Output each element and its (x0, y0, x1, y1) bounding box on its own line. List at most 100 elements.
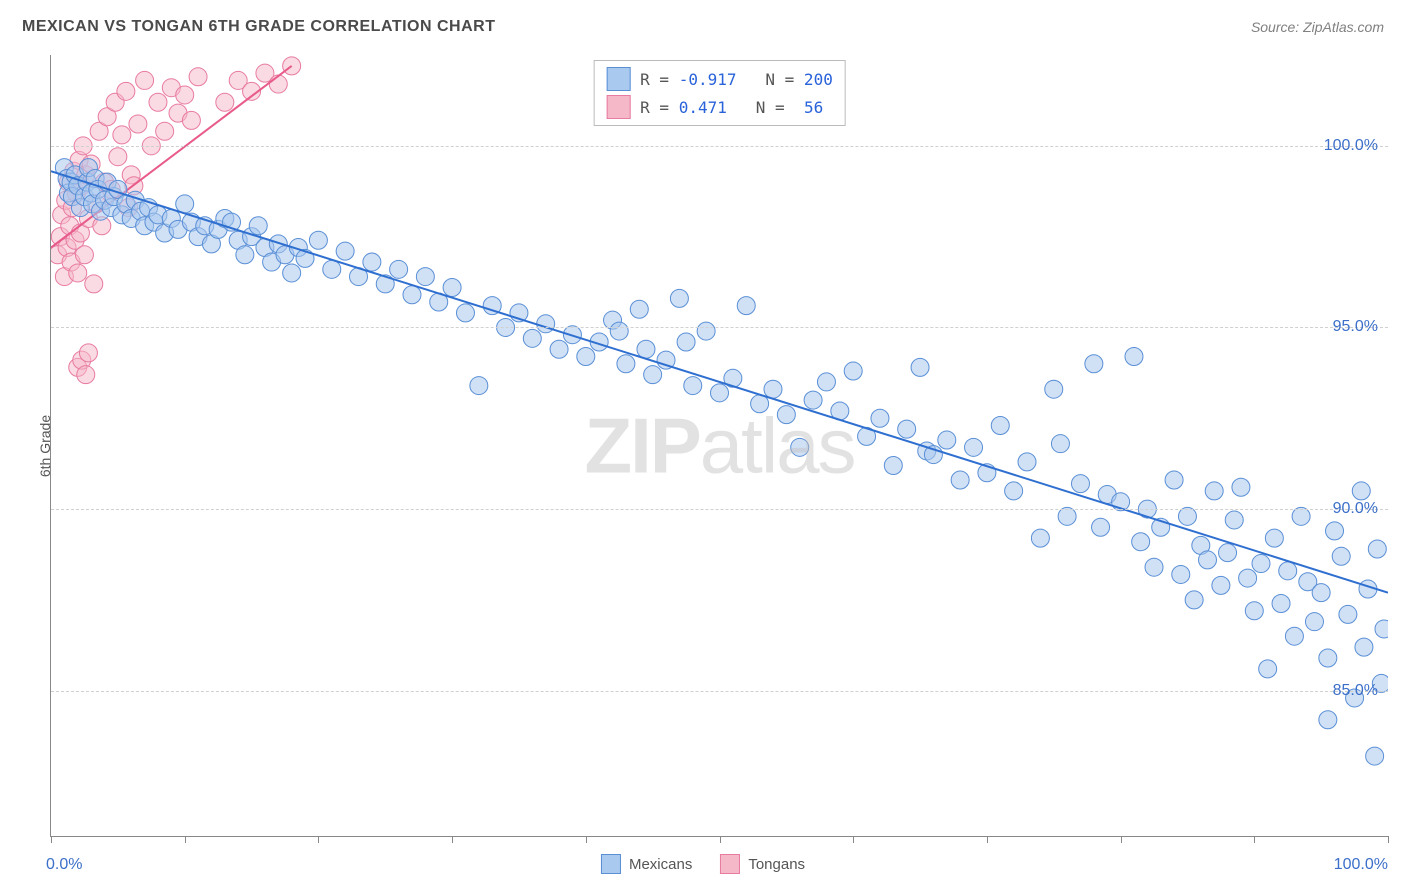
mexicans-point (684, 377, 702, 395)
tongans-point (269, 75, 287, 93)
mexicans-point (236, 246, 254, 264)
tongans-legend-swatch-icon (720, 854, 740, 874)
bottom-legend: MexicansTongans (601, 854, 805, 874)
mexicans-point (1031, 529, 1049, 547)
x-tick (51, 836, 52, 843)
mexicans-point (644, 366, 662, 384)
x-tick (452, 836, 453, 843)
mexicans-legend-swatch-icon (601, 854, 621, 874)
mexicans-point (1352, 482, 1370, 500)
tongans-point (136, 71, 154, 89)
legend-item-mexicans: Mexicans (601, 854, 692, 874)
tongans-point (113, 126, 131, 144)
mexicans-point (670, 289, 688, 307)
mexicans-point (777, 406, 795, 424)
mexicans-point (1172, 565, 1190, 583)
mexicans-point (630, 300, 648, 318)
mexicans-point (1326, 522, 1344, 540)
mexicans-point (1252, 555, 1270, 573)
mexicans-point (390, 260, 408, 278)
x-tick (1388, 836, 1389, 843)
x-tick (720, 836, 721, 843)
mexicans-point (550, 340, 568, 358)
tongans-point (75, 246, 93, 264)
stats-legend-box: R = -0.917 N = 200 R = 0.471 N = 56 (593, 60, 846, 126)
mexicans-point (911, 358, 929, 376)
mexicans-point (1332, 547, 1350, 565)
x-tick (586, 836, 587, 843)
mexicans-point (523, 329, 541, 347)
mexicans-point (249, 217, 267, 235)
mexicans-point (1375, 620, 1388, 638)
mexicans-point (697, 322, 715, 340)
mexicans-point (1319, 649, 1337, 667)
y-tick-label: 95.0% (1333, 318, 1378, 336)
chart-area: ZIPatlas R = -0.917 N = 200R = 0.471 N =… (50, 55, 1388, 837)
mexicans-point (283, 264, 301, 282)
mexicans-point (617, 355, 635, 373)
mexicans-point (416, 268, 434, 286)
mexicans-point (1165, 471, 1183, 489)
chart-title: MEXICAN VS TONGAN 6TH GRADE CORRELATION … (22, 18, 495, 36)
stats-row-tongans: R = 0.471 N = 56 (606, 95, 833, 119)
tongans-point (189, 68, 207, 86)
grid-line (51, 327, 1388, 328)
mexicans-point (1225, 511, 1243, 529)
mexicans-point (1185, 591, 1203, 609)
mexicans-point (1279, 562, 1297, 580)
tongans-point (109, 148, 127, 166)
source-label: Source: ZipAtlas.com (1251, 19, 1384, 35)
tongans-point (149, 93, 167, 111)
mexicans-point (1355, 638, 1373, 656)
header: MEXICAN VS TONGAN 6TH GRADE CORRELATION … (22, 18, 1384, 36)
x-tick (987, 836, 988, 843)
mexicans-point (637, 340, 655, 358)
tongans-point (216, 93, 234, 111)
mexicans-point (1071, 475, 1089, 493)
mexicans-point (1205, 482, 1223, 500)
x-tick (1254, 836, 1255, 843)
mexicans-point (965, 438, 983, 456)
mexicans-point (1051, 435, 1069, 453)
mexicans-point (363, 253, 381, 271)
mexicans-point (1368, 540, 1386, 558)
grid-line (51, 146, 1388, 147)
stats-text: R = 0.471 N = 56 (640, 98, 823, 117)
x-tick (1121, 836, 1122, 843)
mexicans-point (1212, 576, 1230, 594)
mexicans-point (456, 304, 474, 322)
mexicans-point (1092, 518, 1110, 536)
tongans-point (182, 111, 200, 129)
mexicans-point (1125, 348, 1143, 366)
x-tick (318, 836, 319, 843)
mexicans-point (1319, 711, 1337, 729)
x-tick (853, 836, 854, 843)
mexicans-point (844, 362, 862, 380)
mexicans-point (1232, 478, 1250, 496)
mexicans-point (764, 380, 782, 398)
mexicans-point (1339, 605, 1357, 623)
tongans-point (129, 115, 147, 133)
mexicans-point (403, 286, 421, 304)
mexicans-point (677, 333, 695, 351)
mexicans-point (1272, 595, 1290, 613)
mexicans-point (1305, 613, 1323, 631)
mexicans-point (470, 377, 488, 395)
stats-text: R = -0.917 N = 200 (640, 70, 833, 89)
x-axis-min-label: 0.0% (46, 856, 82, 874)
mexicans-point (1265, 529, 1283, 547)
mexicans-point (991, 417, 1009, 435)
mexicans-point (737, 297, 755, 315)
mexicans-point (336, 242, 354, 260)
grid-line (51, 509, 1388, 510)
mexicans-regression-line (51, 171, 1388, 592)
grid-line (51, 691, 1388, 692)
mexicans-point (1085, 355, 1103, 373)
mexicans-point (1018, 453, 1036, 471)
mexicans-point (323, 260, 341, 278)
mexicans-point (938, 431, 956, 449)
stats-row-mexicans: R = -0.917 N = 200 (606, 67, 833, 91)
mexicans-point (898, 420, 916, 438)
mexicans-point (884, 456, 902, 474)
mexicans-point (791, 438, 809, 456)
